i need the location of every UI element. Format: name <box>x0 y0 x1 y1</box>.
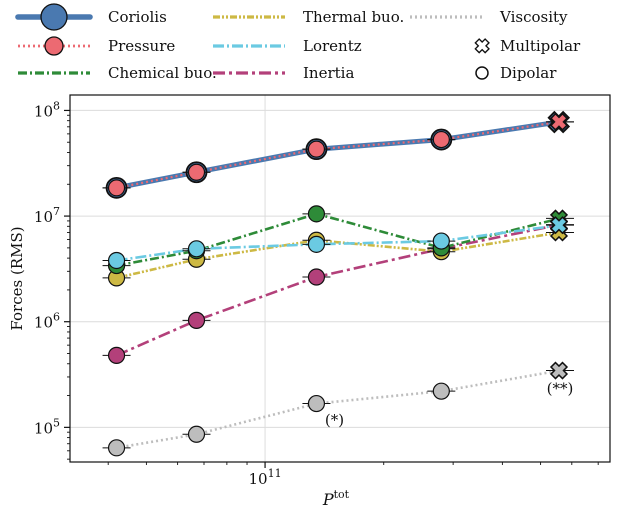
data-point <box>432 130 450 149</box>
data-point <box>549 112 569 131</box>
legend-entry: Multipolar <box>474 37 581 55</box>
legend-label: Chemical buo. <box>108 64 217 82</box>
series-line-viscosity <box>116 369 561 450</box>
legend-label: Coriolis <box>108 8 167 26</box>
data-point <box>187 425 206 443</box>
x-tick-label: 1011 <box>249 467 282 488</box>
data-point <box>307 235 326 253</box>
legend-marker <box>44 36 64 56</box>
data-point <box>549 361 569 380</box>
y-tick-label: 105 <box>34 416 60 437</box>
y-tick-label: 106 <box>34 311 60 332</box>
data-point <box>307 394 326 413</box>
data-point <box>107 251 126 270</box>
legend-label: Inertia <box>303 64 354 82</box>
legend-entry: Chemical buo. <box>18 64 217 82</box>
annotation: (*) <box>325 411 344 429</box>
axis-ticks: 105 106 107 108 1011 <box>34 99 599 488</box>
data-point <box>107 439 126 457</box>
legend-entry: Dipolar <box>475 64 557 82</box>
legend-label: Multipolar <box>500 37 581 55</box>
data-point <box>187 163 206 181</box>
legend-entry: Viscosity <box>410 8 568 26</box>
legend-entry: Lorentz <box>213 37 362 55</box>
legend-label: Thermal buo. <box>303 8 404 26</box>
data-point <box>107 346 126 364</box>
legend-entry: Inertia <box>213 64 354 82</box>
series-line-thermal-buo <box>116 231 561 280</box>
legend-label: Viscosity <box>499 8 568 26</box>
multipolar-marker-icon <box>474 38 490 54</box>
annotation: (**) <box>547 379 574 397</box>
data-point <box>107 179 126 197</box>
series-line-chemical-buo <box>116 212 561 267</box>
data-point <box>432 382 450 400</box>
legend: Coriolis Pressure Chemical buo. Thermal buo… <box>15 3 581 82</box>
plot-frame <box>69 94 611 463</box>
legend-label: Dipolar <box>500 64 557 82</box>
data-point <box>307 205 326 223</box>
data-point <box>432 232 450 250</box>
plot-area: (*) (**) <box>102 110 574 457</box>
grid <box>70 95 610 462</box>
y-axis-label: Forces (RMS) <box>8 226 26 330</box>
dipolar-marker-icon <box>475 66 489 80</box>
series-line-pressure <box>116 120 561 189</box>
x-axis-label: Ptot <box>322 488 350 509</box>
data-point <box>187 311 206 329</box>
data-point <box>307 268 326 286</box>
legend-entry: Coriolis <box>15 3 167 31</box>
legend-label: Pressure <box>108 37 175 55</box>
series-line-inertia <box>116 223 561 357</box>
legend-entry: Pressure <box>18 36 175 56</box>
data-point <box>549 216 569 235</box>
data-point <box>187 240 206 258</box>
y-tick-label: 107 <box>34 205 60 226</box>
legend-marker <box>40 3 68 31</box>
legend-entry: Thermal buo. <box>213 8 404 26</box>
legend-label: Lorentz <box>303 37 362 55</box>
y-tick-label: 108 <box>34 99 60 120</box>
data-point <box>307 140 326 158</box>
